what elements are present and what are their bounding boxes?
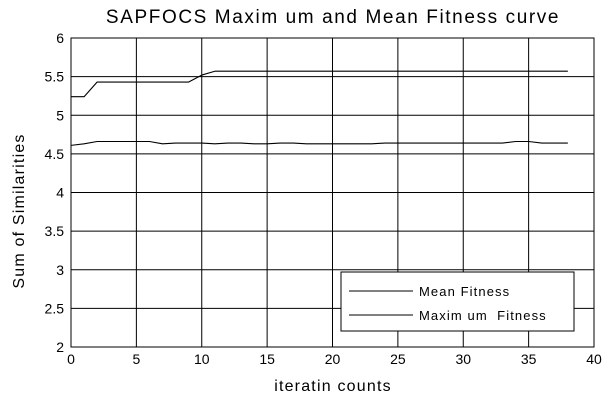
x-tick-label: 40 [586,351,602,367]
y-tick-label: 3 [56,262,64,278]
y-tick-label: 5 [56,107,64,123]
legend-box [340,271,575,332]
x-tick-label: 10 [194,351,210,367]
y-tick-label: 3.5 [45,223,65,239]
x-tick-label: 35 [521,351,537,367]
plot-frame [70,37,595,348]
y-tick-label: 6 [56,30,64,46]
x-tick-label: 15 [259,351,275,367]
y-tick-label: 4.5 [45,146,65,162]
x-tick-label: 25 [390,351,406,367]
x-tick-label: 30 [455,351,471,367]
y-tick-label: 2.5 [45,300,65,316]
series-line-mean-fitness [70,140,568,146]
y-tick-label: 5.5 [45,69,65,85]
x-tick-label: 5 [132,351,140,367]
legend-label-maximum-fitness: Maxim um Fitness [419,308,547,323]
series-lines [70,70,568,146]
x-tick-label: 0 [67,351,75,367]
y-axis-label: Sum of Similarities [11,133,28,288]
series-line-maximum-fitness [71,70,568,98]
x-tick-label: 20 [325,351,341,367]
x-axis-label: iteratin counts [274,378,392,395]
axis-ticks: 0 5 10 15 20 25 30 35 40 2 2.5 3 3.5 4 4.5 5 5.5 6 [45,30,602,367]
legend-label-mean-fitness: Mean Fitness [419,284,510,299]
chart-title: SAPFOCS Maxim um and Mean Fitness curve [106,7,560,28]
y-tick-label: 2 [56,339,64,355]
y-tick-label: 4 [56,185,64,201]
legend: Mean Fitness Maxim um Fitness [340,271,575,332]
